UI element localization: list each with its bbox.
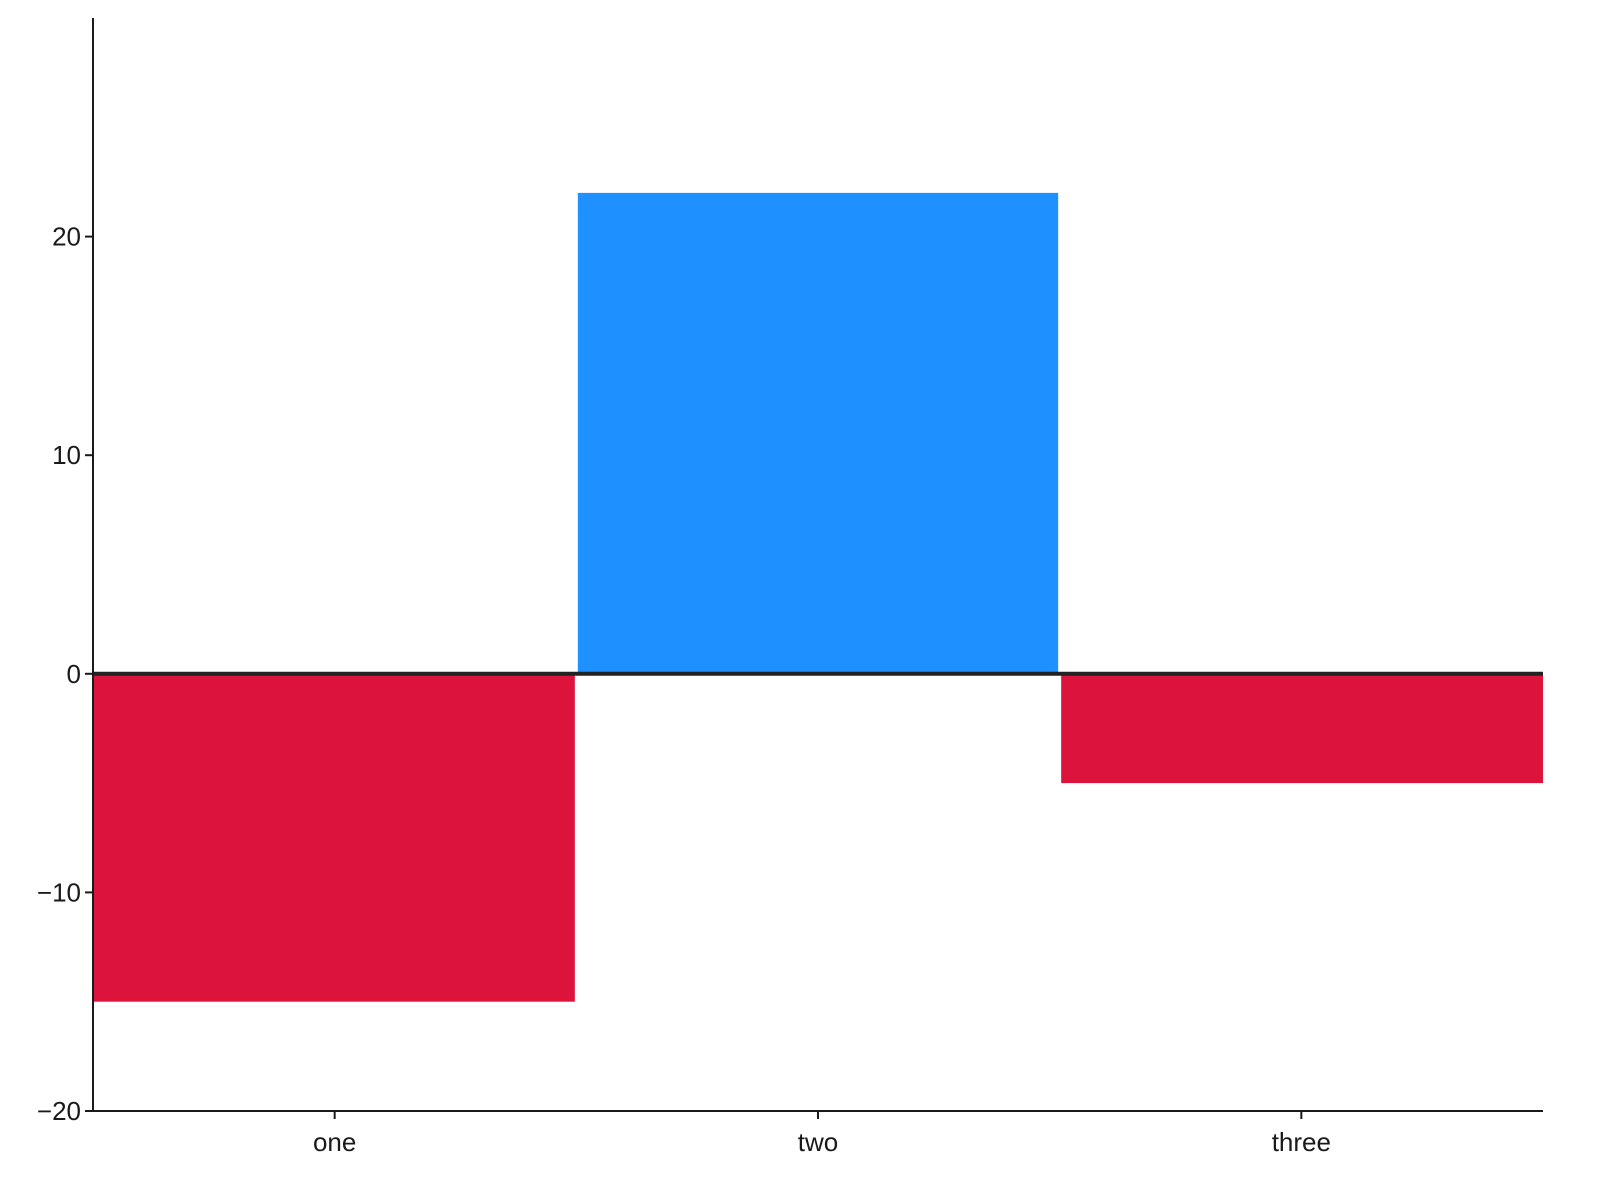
bars	[93, 192, 1543, 1002]
y-tick-label: −20	[37, 1096, 81, 1126]
bar-two	[577, 192, 1059, 674]
x-axis-ticks: one two three	[313, 1111, 1331, 1157]
x-tick-label-one: one	[313, 1127, 356, 1157]
x-tick-label-two: two	[798, 1127, 838, 1157]
x-tick-label-three: three	[1272, 1127, 1331, 1157]
bar-three	[1061, 673, 1543, 784]
y-tick-label: 0	[67, 659, 81, 689]
y-tick-label: 20	[52, 222, 81, 252]
y-tick-label: 10	[52, 440, 81, 470]
bar-one	[93, 673, 575, 1002]
y-axis-ticks: −20 −10 0 10 20	[37, 222, 93, 1126]
y-tick-label: −10	[37, 877, 81, 907]
